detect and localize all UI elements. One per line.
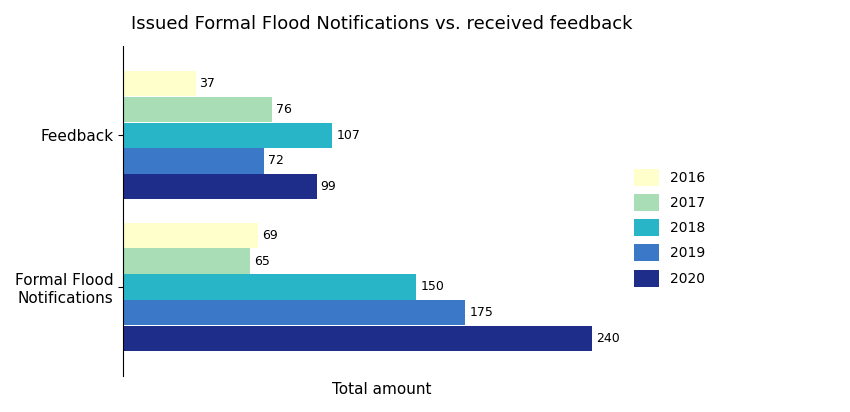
Bar	[123, 148, 264, 173]
Text: 72: 72	[268, 154, 284, 168]
Bar	[123, 122, 332, 148]
Bar	[123, 223, 258, 248]
Text: 175: 175	[469, 306, 493, 319]
Bar	[123, 274, 416, 300]
Title: Issued Formal Flood Notifications vs. received feedback: Issued Formal Flood Notifications vs. re…	[132, 15, 633, 33]
X-axis label: Total amount: Total amount	[332, 382, 432, 397]
Text: 76: 76	[275, 103, 292, 116]
Legend: 2016, 2017, 2018, 2019, 2020: 2016, 2017, 2018, 2019, 2020	[626, 162, 711, 294]
Bar	[123, 174, 317, 199]
Bar	[123, 71, 196, 96]
Text: 65: 65	[254, 255, 270, 268]
Bar	[123, 97, 272, 122]
Text: 150: 150	[421, 281, 445, 293]
Text: 99: 99	[320, 180, 337, 193]
Bar	[123, 300, 465, 325]
Text: 37: 37	[200, 77, 215, 90]
Bar	[123, 248, 251, 274]
Bar	[123, 326, 592, 351]
Text: 69: 69	[262, 229, 278, 242]
Text: 240: 240	[596, 332, 620, 345]
Text: 107: 107	[337, 129, 360, 142]
